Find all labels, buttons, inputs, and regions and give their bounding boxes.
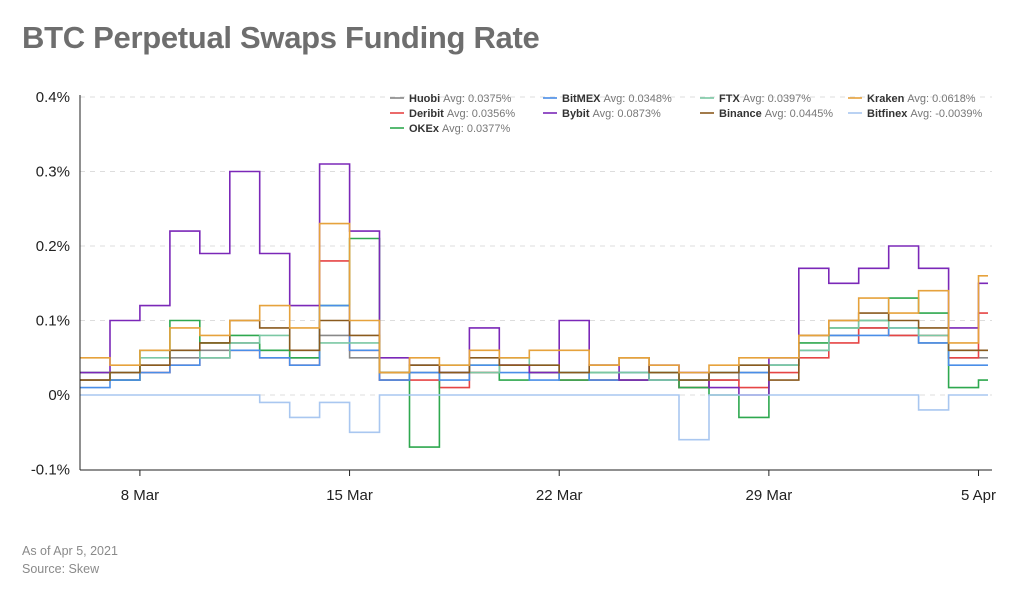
x-tick-label: 8 Mar	[121, 487, 159, 504]
x-tick-label: 29 Mar	[746, 487, 793, 504]
legend-label: Bitfinex Avg: -0.0039%	[867, 108, 983, 120]
legend-item-ftx: FTX Avg: 0.0397%	[700, 93, 811, 105]
series-line-bitmex	[80, 304, 988, 389]
legend-label: OKEx Avg: 0.0377%	[409, 123, 510, 135]
legend-item-kraken: Kraken Avg: 0.0618%	[848, 93, 976, 105]
y-tick-label: 0.1%	[36, 313, 70, 330]
legend-label: BitMEX Avg: 0.0348%	[562, 93, 672, 105]
legend-label: Kraken Avg: 0.0618%	[867, 93, 976, 105]
legend-item-binance: Binance Avg: 0.0445%	[700, 108, 833, 120]
source-note: Source: Skew	[22, 562, 100, 576]
legend-item-deribit: Deribit Avg: 0.0356%	[390, 108, 515, 120]
legend-label: FTX Avg: 0.0397%	[719, 93, 811, 105]
x-tick-label: 5 Apr	[961, 487, 996, 504]
y-tick-label: -0.1%	[31, 462, 70, 479]
x-tick-label: 15 Mar	[326, 487, 373, 504]
legend-label: Deribit Avg: 0.0356%	[409, 108, 515, 120]
y-tick-label: 0.3%	[36, 164, 70, 181]
series-line-bybit	[80, 163, 988, 396]
series-line-deribit	[80, 260, 988, 389]
chart-title: BTC Perpetual Swaps Funding Rate	[22, 20, 540, 55]
series-line-binance	[80, 312, 988, 381]
y-axis-ticks: 0.4% 0.3% 0.2% 0.1% 0% -0.1%	[31, 89, 70, 479]
legend-item-bitmex: BitMEX Avg: 0.0348%	[543, 93, 672, 105]
legend-label: Huobi Avg: 0.0375%	[409, 93, 512, 105]
x-tick-label: 22 Mar	[536, 487, 583, 504]
as-of-date: As of Apr 5, 2021	[22, 544, 118, 558]
series-line-bitfinex	[80, 394, 988, 441]
y-tick-label: 0.4%	[36, 89, 70, 106]
legend-item-bybit: Bybit Avg: 0.0873%	[543, 108, 661, 120]
legend-item-huobi: Huobi Avg: 0.0375%	[390, 93, 512, 105]
y-tick-label: 0%	[48, 387, 70, 404]
legend-label: Binance Avg: 0.0445%	[719, 108, 833, 120]
series-lines	[80, 163, 988, 448]
series-line-kraken	[80, 222, 988, 374]
legend-label: Bybit Avg: 0.0873%	[562, 108, 661, 120]
y-tick-label: 0.2%	[36, 238, 70, 255]
legend-item-bitfinex: Bitfinex Avg: -0.0039%	[848, 108, 983, 120]
legend: Huobi Avg: 0.0375% Deribit Avg: 0.0356% OKEx…	[390, 93, 983, 135]
legend-item-okex: OKEx Avg: 0.0377%	[390, 123, 510, 135]
x-axis-ticks: 8 Mar 15 Mar 22 Mar 29 Mar 5 Apr	[121, 470, 996, 504]
